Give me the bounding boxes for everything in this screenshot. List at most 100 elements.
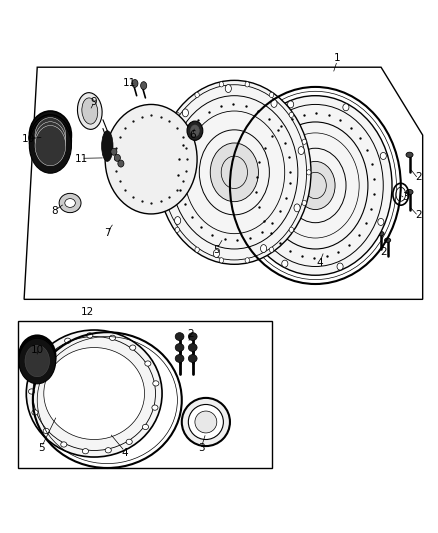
Text: 2: 2	[187, 329, 194, 340]
Ellipse shape	[219, 257, 223, 263]
Ellipse shape	[239, 96, 392, 275]
Ellipse shape	[29, 111, 71, 159]
Ellipse shape	[175, 119, 180, 125]
Ellipse shape	[46, 350, 52, 356]
Ellipse shape	[43, 429, 49, 433]
Ellipse shape	[152, 405, 158, 410]
Ellipse shape	[302, 139, 307, 144]
Ellipse shape	[65, 199, 75, 207]
Ellipse shape	[298, 147, 304, 155]
Text: 5: 5	[38, 443, 45, 453]
Ellipse shape	[130, 345, 136, 350]
Ellipse shape	[195, 92, 199, 98]
Text: 2: 2	[415, 210, 422, 220]
Ellipse shape	[111, 173, 115, 179]
Ellipse shape	[142, 424, 148, 430]
Ellipse shape	[25, 344, 49, 374]
Ellipse shape	[28, 389, 35, 394]
Ellipse shape	[25, 342, 49, 370]
Ellipse shape	[102, 131, 113, 161]
Ellipse shape	[269, 247, 274, 252]
Ellipse shape	[32, 410, 38, 415]
Ellipse shape	[118, 160, 124, 167]
Text: 2: 2	[380, 247, 387, 256]
Text: 4: 4	[121, 448, 128, 458]
Ellipse shape	[189, 165, 194, 170]
Ellipse shape	[19, 337, 56, 381]
Ellipse shape	[175, 216, 181, 224]
Ellipse shape	[35, 118, 66, 152]
Ellipse shape	[186, 136, 190, 141]
Ellipse shape	[78, 93, 102, 130]
Ellipse shape	[82, 449, 88, 454]
Ellipse shape	[19, 338, 56, 384]
Text: 1: 1	[334, 53, 341, 63]
Ellipse shape	[213, 249, 219, 257]
Ellipse shape	[175, 354, 184, 362]
Text: 10: 10	[22, 134, 35, 144]
Ellipse shape	[132, 79, 138, 87]
Text: 3: 3	[402, 192, 409, 203]
Ellipse shape	[269, 92, 274, 98]
Ellipse shape	[145, 361, 151, 366]
Ellipse shape	[380, 152, 386, 159]
Ellipse shape	[288, 101, 294, 108]
Ellipse shape	[343, 104, 349, 111]
Ellipse shape	[162, 139, 166, 144]
Ellipse shape	[175, 344, 184, 351]
Ellipse shape	[61, 442, 67, 447]
Ellipse shape	[162, 161, 169, 169]
Ellipse shape	[195, 247, 199, 252]
Ellipse shape	[19, 335, 56, 377]
Ellipse shape	[110, 335, 116, 341]
Ellipse shape	[33, 368, 39, 374]
Text: 6: 6	[189, 130, 196, 140]
Ellipse shape	[188, 344, 197, 351]
Ellipse shape	[153, 381, 159, 386]
Text: 5: 5	[213, 245, 220, 255]
Ellipse shape	[113, 132, 118, 138]
Ellipse shape	[159, 110, 164, 115]
Ellipse shape	[25, 345, 49, 377]
Ellipse shape	[175, 227, 180, 232]
Ellipse shape	[35, 122, 66, 159]
Ellipse shape	[26, 330, 162, 457]
Ellipse shape	[188, 405, 223, 440]
Ellipse shape	[195, 411, 217, 433]
Ellipse shape	[175, 333, 184, 341]
Ellipse shape	[175, 112, 180, 117]
Ellipse shape	[65, 338, 71, 343]
Polygon shape	[112, 148, 151, 165]
Ellipse shape	[29, 115, 71, 166]
Text: 7: 7	[104, 228, 111, 238]
Text: 9: 9	[91, 97, 98, 107]
Ellipse shape	[105, 448, 111, 453]
Ellipse shape	[182, 398, 230, 446]
Ellipse shape	[385, 238, 391, 243]
Ellipse shape	[210, 143, 258, 201]
Ellipse shape	[87, 333, 93, 338]
Ellipse shape	[296, 161, 335, 209]
Ellipse shape	[282, 260, 288, 267]
Ellipse shape	[378, 219, 384, 225]
Ellipse shape	[111, 148, 117, 155]
Ellipse shape	[245, 257, 250, 263]
Ellipse shape	[406, 152, 413, 157]
Ellipse shape	[247, 146, 253, 152]
Ellipse shape	[82, 98, 98, 124]
Ellipse shape	[126, 117, 130, 122]
Ellipse shape	[378, 231, 384, 236]
Ellipse shape	[169, 199, 173, 204]
Ellipse shape	[108, 152, 113, 158]
Ellipse shape	[44, 348, 145, 440]
Ellipse shape	[114, 155, 120, 161]
Ellipse shape	[302, 200, 307, 206]
Text: 4: 4	[316, 258, 323, 268]
Ellipse shape	[29, 118, 71, 173]
Text: 12: 12	[81, 308, 94, 318]
Text: 11: 11	[123, 77, 136, 87]
Ellipse shape	[294, 204, 300, 212]
Text: 8: 8	[51, 206, 58, 216]
Text: 2: 2	[415, 172, 422, 182]
Ellipse shape	[135, 202, 139, 207]
